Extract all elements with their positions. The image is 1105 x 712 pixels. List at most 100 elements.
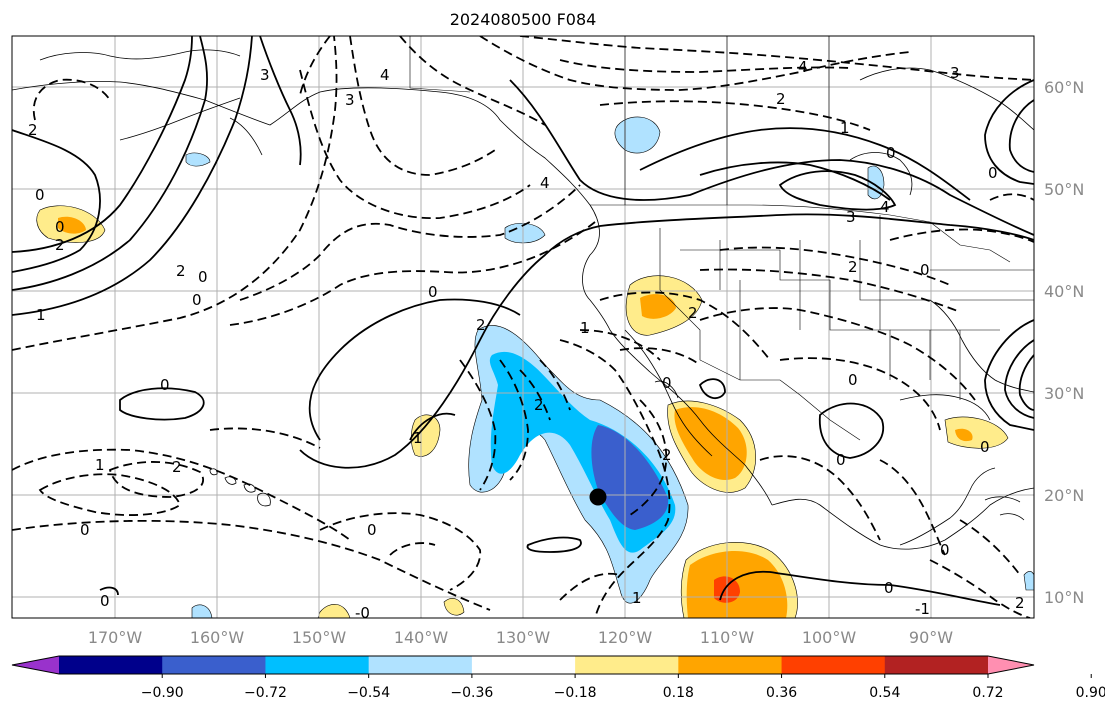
contour-label: 1 bbox=[413, 429, 423, 447]
contour-label: 3 bbox=[846, 208, 856, 226]
contour-label: 0 bbox=[428, 283, 438, 301]
lon-tick-label: 160°W bbox=[190, 628, 245, 647]
contour-label: 1 bbox=[632, 589, 642, 607]
contour-label: 0 bbox=[886, 144, 896, 162]
colorbar-tick-label: −0.18 bbox=[554, 685, 597, 701]
contour-label: 1 bbox=[95, 456, 105, 474]
lon-tick-label: 90°W bbox=[909, 628, 953, 647]
contour-label: 0 bbox=[192, 291, 202, 309]
contour-label: 2 bbox=[176, 262, 186, 280]
colorbar-cell bbox=[162, 656, 266, 674]
lon-tick-label: 100°W bbox=[802, 628, 857, 647]
contour-label: 2 bbox=[534, 396, 544, 414]
lon-tick-label: 170°W bbox=[88, 628, 143, 647]
contour-label: 3 bbox=[950, 64, 960, 82]
map-panel: 0 2 0 1 0 2 0 3 3 4 0 1 2 0 0 2 1 2 2 0 bbox=[11, 35, 1035, 622]
latitude-labels: 60°N 50°N 40°N 30°N 20°N 10°N bbox=[1044, 78, 1084, 607]
contours-positive bbox=[12, 36, 1034, 606]
contour-label: 2 bbox=[848, 258, 858, 276]
longitude-labels: 170°W 160°W 150°W 140°W 130°W 120°W 110°… bbox=[88, 628, 953, 647]
lon-tick-label: 130°W bbox=[496, 628, 551, 647]
contour-label: 0 bbox=[662, 374, 672, 392]
positive-anomaly-gulf-light bbox=[944, 416, 1009, 449]
borders bbox=[409, 36, 1034, 441]
colorbar-tick-label: −0.90 bbox=[141, 685, 184, 701]
contour-label: 3 bbox=[260, 66, 270, 84]
colorbar-cell bbox=[265, 656, 370, 674]
colorbar-cell bbox=[59, 656, 163, 674]
coastlines bbox=[12, 49, 1034, 550]
contour-label: 2 bbox=[662, 446, 672, 464]
storm-marker bbox=[589, 488, 607, 506]
contour-label: 0 bbox=[367, 521, 377, 539]
contour-label: 2 bbox=[1015, 594, 1025, 612]
lat-tick-label: 10°N bbox=[1044, 588, 1084, 607]
colorbar-cell bbox=[781, 656, 886, 674]
lat-tick-label: 50°N bbox=[1044, 180, 1084, 199]
colorbar-cell bbox=[884, 656, 989, 674]
contour-label: 0 bbox=[198, 268, 208, 286]
colorbar-cell bbox=[471, 656, 576, 674]
contour-label: -0 bbox=[355, 604, 370, 622]
colorbar-extend-high bbox=[988, 656, 1034, 674]
contour-label: 2 bbox=[688, 304, 698, 322]
positive-anomaly-gulf bbox=[955, 428, 973, 442]
contour-label: 0 bbox=[836, 451, 846, 469]
colorbar-tick-label: −0.54 bbox=[347, 685, 390, 701]
contour-label: 1 bbox=[36, 306, 46, 324]
contour-label: -1 bbox=[915, 600, 930, 618]
negative-anomaly-alaska bbox=[614, 116, 661, 154]
contours-negative bbox=[12, 36, 1034, 618]
colorbar: −0.90 −0.72 −0.54 −0.36 −0.18 0.18 0.36 0.54 0.7… bbox=[11, 655, 1105, 701]
colorbar-tick-label: 0.18 bbox=[663, 685, 694, 701]
colorbar-tick-label: 0.36 bbox=[766, 685, 797, 701]
negative-anomaly-strong bbox=[591, 425, 669, 530]
lon-tick-label: 120°W bbox=[598, 628, 653, 647]
colorbar-extend-low bbox=[12, 656, 59, 674]
contour-label: 0 bbox=[80, 521, 90, 539]
lat-tick-label: 20°N bbox=[1044, 486, 1084, 505]
contour-label: 0 bbox=[884, 579, 894, 597]
contour-label: 2 bbox=[55, 236, 65, 254]
contour-label: 2 bbox=[172, 458, 182, 476]
lon-tick-label: 140°W bbox=[394, 628, 449, 647]
contour-label: 3 bbox=[345, 91, 355, 109]
lat-tick-label: 60°N bbox=[1044, 78, 1084, 97]
contour-label: 0 bbox=[988, 164, 998, 182]
contour-label: 0 bbox=[160, 376, 170, 394]
contour-label: 2 bbox=[776, 90, 786, 108]
contour-label: 4 bbox=[380, 66, 390, 84]
positive-anomaly-small-3 bbox=[443, 598, 465, 616]
negative-anomaly-canada bbox=[867, 165, 885, 200]
contour-label: 0 bbox=[55, 218, 65, 236]
lat-tick-label: 40°N bbox=[1044, 282, 1084, 301]
colorbar-tick-label: −0.36 bbox=[450, 685, 493, 701]
positive-anomaly-california bbox=[640, 294, 676, 319]
contour-label: 1 bbox=[580, 319, 590, 337]
contour-label: 2 bbox=[476, 316, 486, 334]
contour-label: 4 bbox=[798, 58, 808, 76]
contour-label: 0 bbox=[980, 438, 990, 456]
colorbar-tick-label: 0.90 bbox=[1076, 685, 1105, 701]
lat-tick-label: 30°N bbox=[1044, 384, 1084, 403]
colorbar-cell bbox=[368, 656, 473, 674]
colorbar-tick-label: 0.54 bbox=[869, 685, 900, 701]
positive-anomaly-mexico bbox=[674, 407, 747, 480]
contour-label: 4 bbox=[540, 174, 550, 192]
contour-label: 1 bbox=[840, 119, 850, 137]
colorbar-tick-label: −0.72 bbox=[244, 685, 287, 701]
contour-label: 0 bbox=[920, 261, 930, 279]
contour-label: 4 bbox=[880, 198, 890, 216]
colorbar-cell bbox=[575, 656, 679, 674]
colorbar-cell bbox=[678, 656, 783, 674]
lon-tick-label: 110°W bbox=[700, 628, 755, 647]
negative-anomaly-southwest bbox=[191, 604, 213, 618]
negative-anomaly-coast bbox=[504, 222, 546, 244]
colorbar-tick-label: 0.72 bbox=[972, 685, 1003, 701]
map-title: 2024080500 F084 bbox=[449, 10, 597, 29]
negative-anomaly-bering bbox=[185, 152, 211, 167]
positive-anomaly-west bbox=[58, 216, 86, 234]
contour-label: 0 bbox=[100, 592, 110, 610]
positive-anomaly-small-2 bbox=[317, 604, 351, 618]
